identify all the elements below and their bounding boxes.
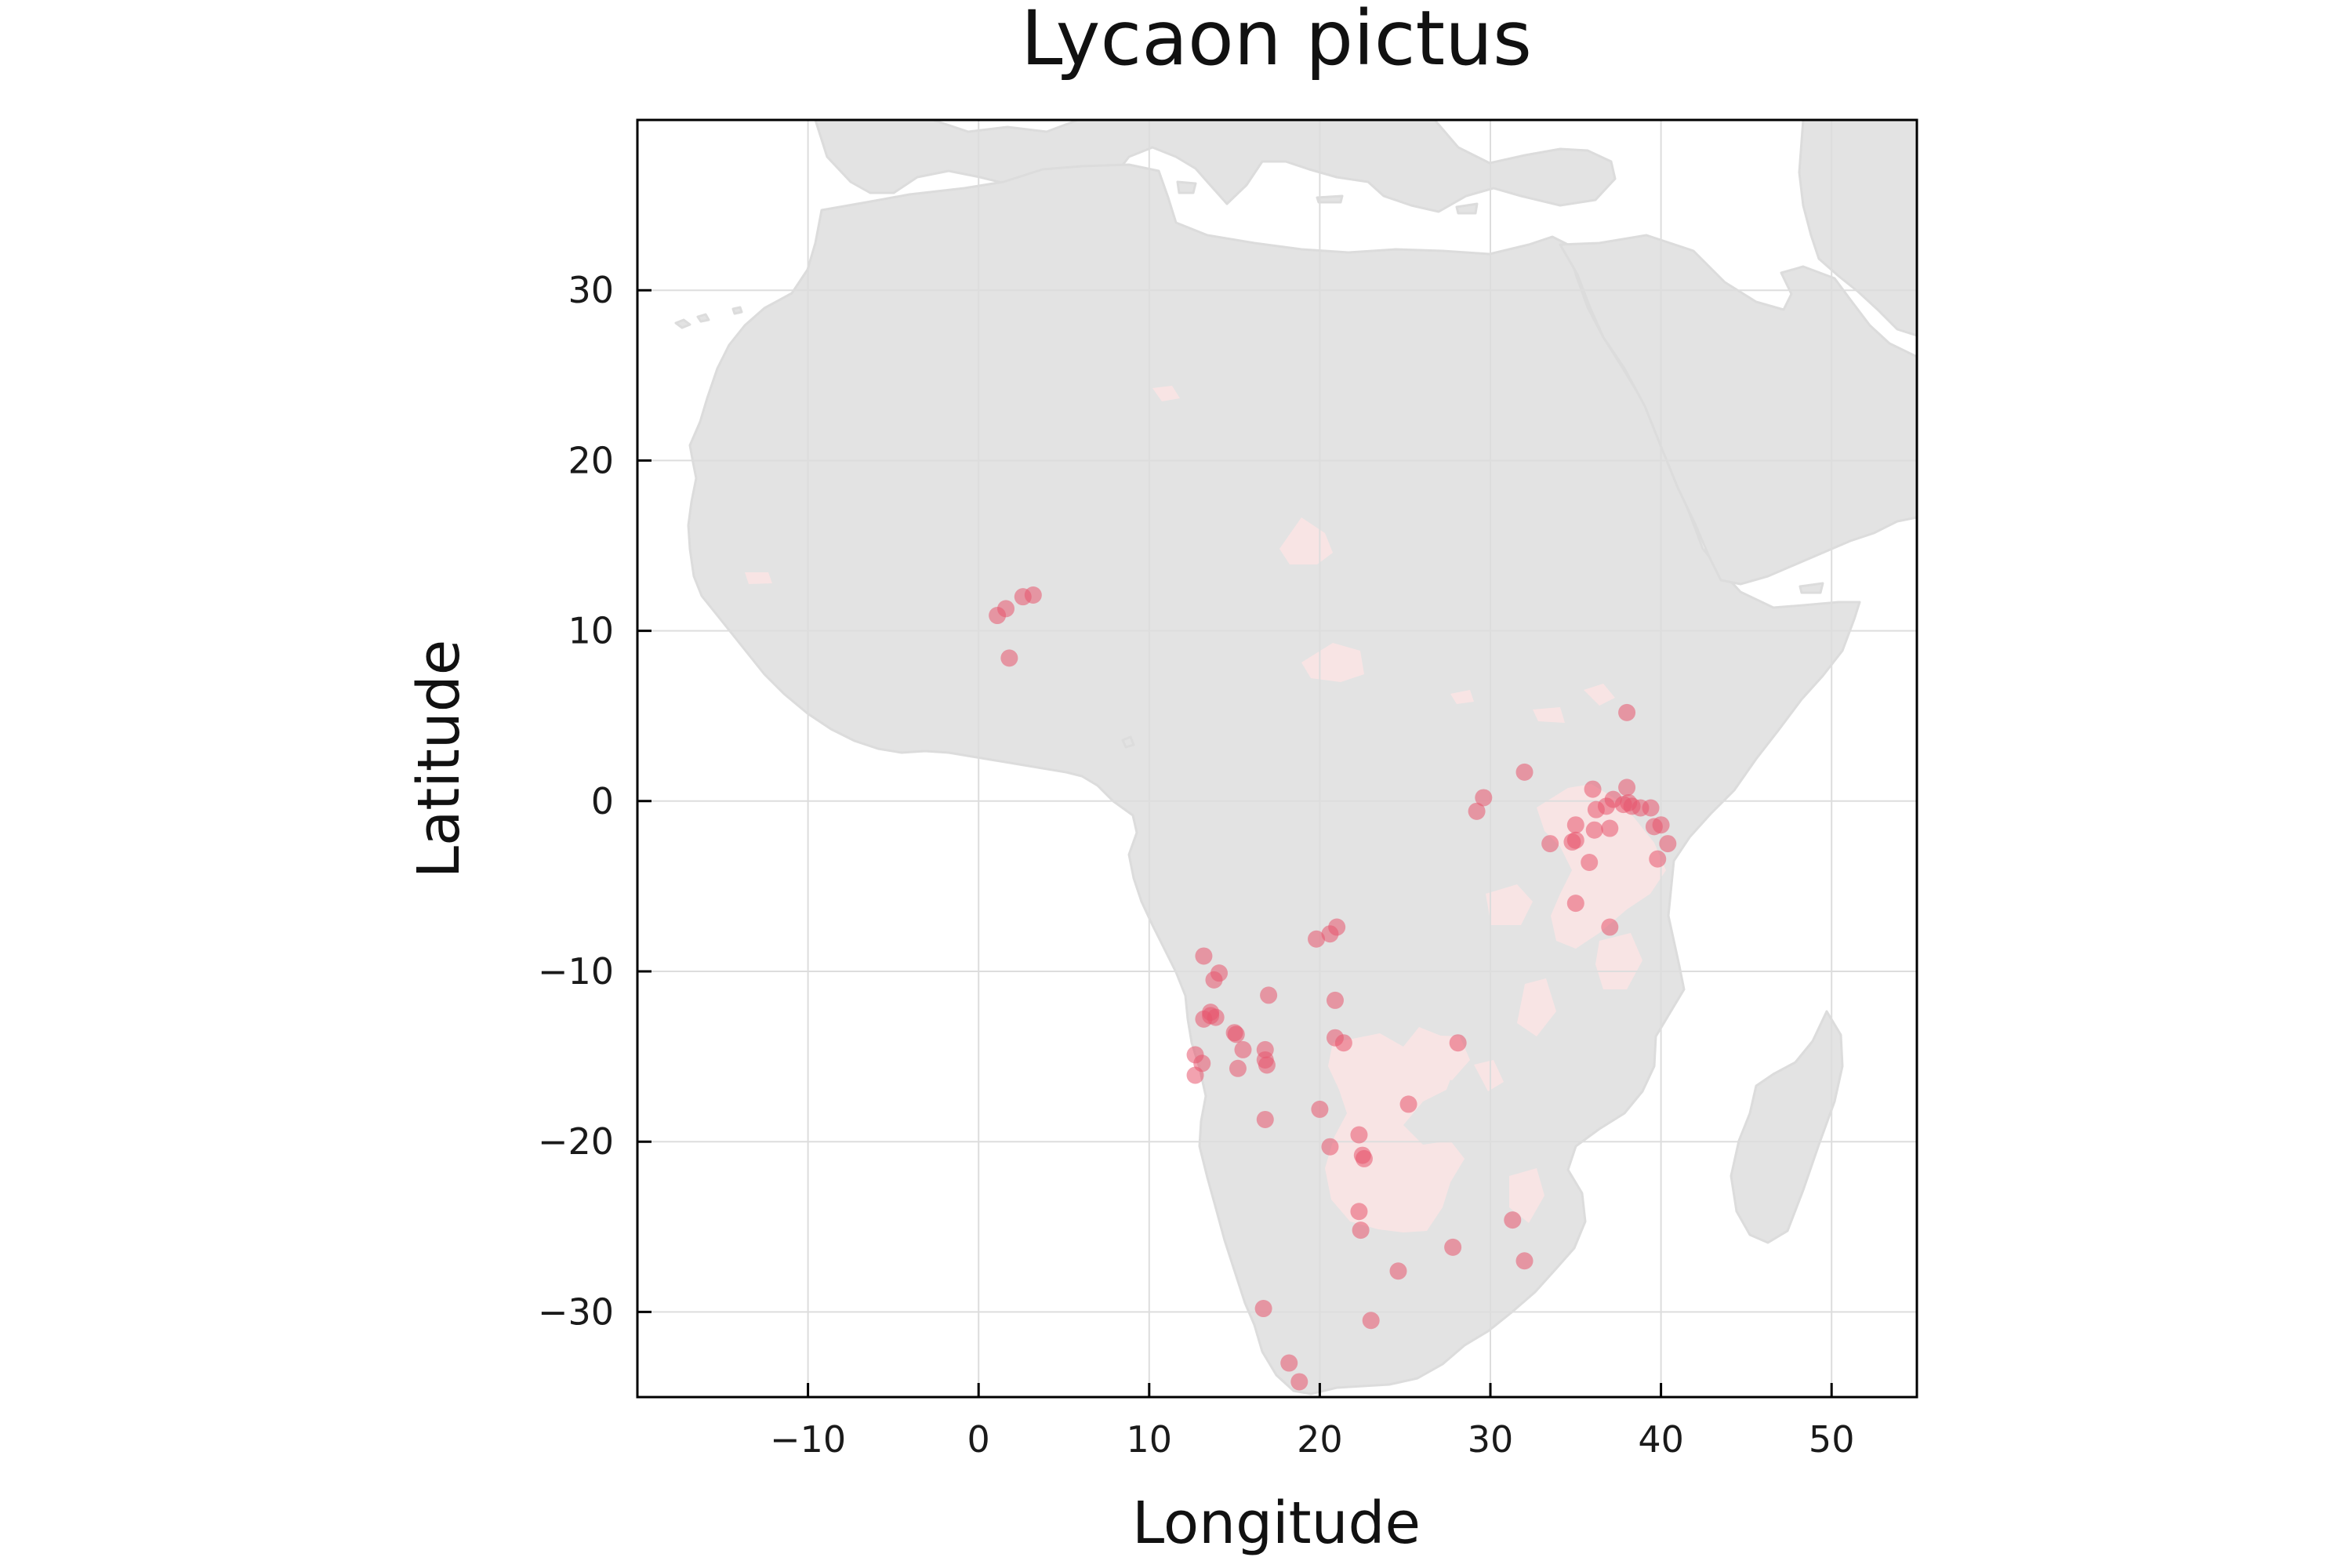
range-patch: [1517, 978, 1556, 1036]
occurrence-point: [1195, 947, 1213, 965]
occurrence-point: [1515, 763, 1534, 781]
occurrence-point: [1024, 586, 1042, 604]
occurrence-point: [1541, 835, 1559, 853]
land-madagascar: [1730, 1010, 1844, 1244]
occurrence-point: [1334, 1034, 1352, 1052]
y-tick-label: 0: [591, 780, 614, 822]
y-tick-label: 20: [568, 439, 614, 481]
occurrence-point: [1280, 1354, 1298, 1372]
range-patch: [745, 572, 772, 584]
x-tick-label: 0: [967, 1418, 990, 1461]
occurrence-point: [1389, 1262, 1407, 1280]
occurrence-point: [1355, 1149, 1373, 1167]
x-axis-title: Longitude: [1132, 1490, 1421, 1557]
occurrence-point: [1205, 971, 1223, 989]
range-patch: [1584, 684, 1615, 706]
grid: [637, 120, 1917, 1397]
occurrence-point: [1587, 800, 1605, 818]
land-crete: [1316, 194, 1344, 204]
range-patch: [1595, 933, 1642, 989]
occurrence-point: [1566, 816, 1584, 834]
plot-area: [637, 120, 1917, 1397]
y-tick-label: 10: [568, 610, 614, 652]
y-axis-ticks: −30 −20 −10 0 10 20 30: [538, 269, 652, 1333]
occurrence-point: [1585, 821, 1603, 839]
occurrence-point: [1618, 779, 1636, 797]
occurrence-point: [1468, 802, 1486, 820]
occurrence-point: [1584, 780, 1602, 798]
x-tick-label: 50: [1809, 1418, 1855, 1461]
y-tick-label: 30: [568, 269, 614, 311]
x-tick-label: 30: [1468, 1418, 1514, 1461]
occurrence-point: [1566, 895, 1584, 913]
land-sicily: [1176, 180, 1197, 194]
land-cyprus: [1455, 202, 1479, 215]
x-tick-label: 20: [1297, 1418, 1343, 1461]
occurrence-point: [1350, 1203, 1368, 1221]
range-patch: [1533, 707, 1565, 723]
occurrence-point: [1290, 1373, 1308, 1391]
range-patch: [1325, 1027, 1465, 1232]
occurrence-points: [989, 586, 1677, 1391]
land-canaries: [674, 306, 743, 329]
occurrence-point: [1227, 1025, 1245, 1044]
land-bioko: [1121, 735, 1135, 749]
occurrence-point: [1321, 925, 1339, 943]
y-axis-title: Latitude: [405, 640, 473, 879]
land-arabia: [1559, 234, 1917, 586]
occurrence-point: [1659, 835, 1677, 853]
y-tick-label: −30: [538, 1290, 614, 1333]
occurrence-point: [1326, 991, 1344, 1009]
occurrence-point: [1256, 1110, 1274, 1128]
x-tick-label: 40: [1638, 1418, 1684, 1461]
occurrence-point: [1207, 1008, 1225, 1026]
occurrence-point: [1642, 799, 1660, 817]
occurrence-point: [1581, 853, 1599, 871]
occurrence-point: [1652, 816, 1670, 834]
range-patch: [1486, 884, 1533, 925]
plot-frame: [636, 118, 1918, 1399]
occurrence-point: [1260, 986, 1278, 1004]
occurrence-point: [1618, 703, 1636, 721]
land-socotra: [1798, 582, 1824, 594]
occurrence-point: [1449, 1034, 1467, 1052]
x-tick-label: −10: [770, 1418, 846, 1461]
occurrence-point: [1566, 831, 1584, 849]
occurrence-point: [1515, 1252, 1534, 1270]
occurrence-point: [1311, 1100, 1329, 1118]
occurrence-point: [1350, 1126, 1368, 1144]
range-patch: [1450, 690, 1474, 704]
range-patch: [1509, 1168, 1544, 1223]
occurrence-point: [1000, 649, 1018, 667]
range-patch: [1152, 386, 1180, 401]
occurrence-point: [1475, 789, 1493, 807]
occurrence-point: [1258, 1056, 1276, 1074]
chart-title: Lycaon pictus: [1021, 0, 1532, 82]
y-tick-label: −20: [538, 1120, 614, 1163]
occurrence-point: [1308, 930, 1326, 948]
x-axis-ticks: −10 0 10 20 30 40 50: [770, 1383, 1854, 1461]
occurrence-point: [1649, 850, 1667, 868]
occurrence-point: [1234, 1040, 1252, 1058]
land-africa: [687, 163, 1861, 1396]
land-iran: [1798, 120, 1917, 337]
range-patch: [1474, 1060, 1504, 1091]
occurrence-point: [1601, 918, 1619, 936]
range-patch: [1301, 643, 1364, 682]
occurrence-point: [997, 600, 1015, 618]
occurrence-point: [1254, 1300, 1272, 1318]
occurrence-point: [1186, 1066, 1204, 1084]
occurrence-point: [1229, 1059, 1247, 1077]
occurrence-point: [1399, 1095, 1417, 1113]
occurrence-point: [1362, 1312, 1380, 1330]
occurrence-point: [1352, 1221, 1370, 1240]
occurrence-point: [1504, 1211, 1522, 1229]
x-tick-label: 10: [1127, 1418, 1173, 1461]
basemap: [674, 120, 1917, 1396]
occurrence-point: [1321, 1138, 1339, 1156]
occurrence-point: [1444, 1238, 1462, 1256]
occurrence-point: [1601, 819, 1619, 837]
y-tick-label: −10: [538, 950, 614, 993]
